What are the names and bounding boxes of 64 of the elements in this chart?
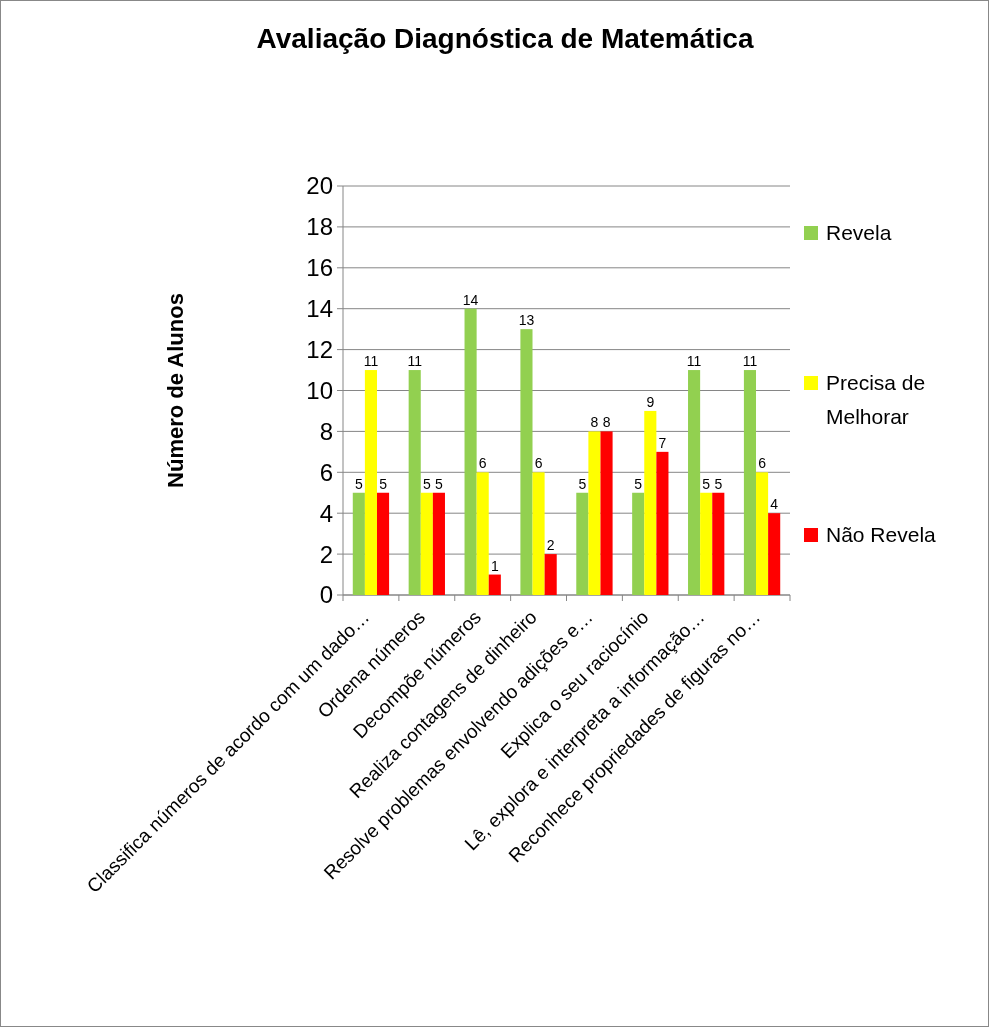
bar: [700, 492, 713, 595]
data-label: 6: [534, 455, 543, 472]
legend-label: Revela: [826, 221, 892, 245]
bar: [532, 472, 545, 595]
data-label: 6: [758, 455, 767, 472]
chart-title: Avaliação Diagnóstica de Matemática: [256, 23, 754, 54]
bar: [476, 472, 489, 595]
data-label: 7: [658, 434, 667, 451]
legend-label: Precisa de Melhorar: [826, 371, 926, 429]
y-tick-label: 20: [306, 172, 333, 200]
bar: [364, 370, 377, 595]
y-tick-label: 12: [306, 336, 333, 363]
bar: [644, 410, 657, 595]
y-tick-label: 16: [306, 254, 333, 282]
data-label: 4: [770, 496, 779, 513]
bar: [376, 492, 390, 595]
bar: [432, 492, 445, 595]
data-label: 11: [407, 353, 423, 370]
y-tick-label: 4: [319, 499, 333, 527]
y-tick-label: 14: [306, 295, 333, 323]
bar: [408, 370, 421, 595]
data-label: 11: [363, 353, 379, 370]
data-label: 11: [686, 353, 702, 370]
bar: [544, 554, 557, 595]
y-tick-label: 18: [306, 213, 333, 241]
data-label: 5: [379, 475, 388, 492]
y-tick-label: 10: [306, 376, 333, 404]
data-label: 5: [435, 475, 444, 492]
data-label: 1: [490, 557, 499, 574]
bar: [352, 492, 365, 595]
data-label: 13: [518, 312, 535, 329]
y-tick-label: 8: [319, 417, 333, 445]
data-label: 8: [590, 414, 599, 431]
bar: [688, 370, 701, 595]
bar: [768, 513, 781, 595]
y-tick-label: 6: [319, 458, 333, 486]
bar: [656, 451, 669, 595]
data-label: 5: [354, 475, 363, 492]
bar: [743, 370, 757, 595]
data-label: 11: [742, 353, 758, 370]
data-label: 8: [602, 414, 611, 431]
bar: [464, 308, 477, 595]
data-label: 5: [702, 475, 711, 492]
bar: [756, 472, 769, 595]
bar: [576, 492, 589, 595]
y-tick-label: 0: [319, 581, 333, 609]
legend-label: Não Revela: [826, 523, 937, 547]
data-label: 5: [578, 475, 587, 492]
bar: [712, 492, 725, 595]
bar: [600, 431, 613, 595]
bar: [488, 574, 501, 595]
data-label: 2: [546, 537, 555, 554]
bar: [588, 431, 601, 595]
data-label: 5: [634, 475, 643, 492]
y-tick-label: 2: [319, 540, 333, 568]
data-label: 5: [422, 475, 431, 492]
data-label: 9: [646, 393, 655, 410]
bar: [520, 329, 533, 595]
data-label: 6: [478, 455, 487, 472]
data-label: 5: [714, 475, 723, 492]
bar: [420, 492, 433, 595]
data-label: 14: [462, 291, 479, 308]
bar: [632, 492, 645, 595]
y-axis-title: Número de Alunos: [163, 293, 188, 488]
